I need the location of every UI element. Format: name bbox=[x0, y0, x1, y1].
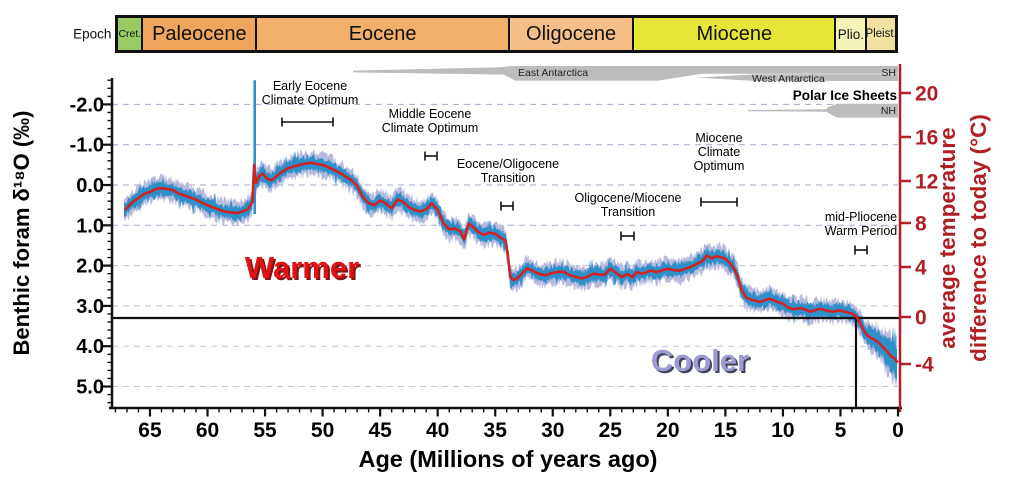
right-axis-tick-label: 12 bbox=[915, 171, 938, 194]
left-axis-tick-label: 2.0 bbox=[76, 256, 104, 278]
epoch-bar-caption: Epoch bbox=[73, 26, 112, 42]
annotation-eocene-oligocene-transition: Eocene/Oligocene Transition bbox=[456, 157, 560, 185]
left-axis-title: Benthic foram δ¹⁸O (‰) bbox=[9, 110, 34, 356]
right-axis-tick-label: 4 bbox=[915, 257, 927, 280]
epoch-bar: Cret. Paleocene Eocene Oligocene Miocene Plio… bbox=[115, 15, 898, 53]
epoch-segment-miocene: Miocene bbox=[632, 18, 835, 50]
epoch-segment-eocene: Eocene bbox=[255, 18, 508, 50]
x-axis-tick-label: 5 bbox=[835, 419, 847, 442]
left-axis-tick-label: 1.0 bbox=[76, 215, 104, 237]
x-axis-tick-label: 40 bbox=[426, 419, 449, 442]
x-axis-tick-label: 25 bbox=[599, 419, 623, 442]
x-axis-tick-label: 30 bbox=[541, 419, 564, 442]
east-antarctica-ice-label: East Antarctica bbox=[518, 66, 589, 79]
polar-ice-sheets-caption: Polar Ice Sheets bbox=[792, 87, 897, 103]
left-axis-tick-label: 0.0 bbox=[76, 175, 104, 197]
right-axis-tick-label: 8 bbox=[915, 213, 927, 236]
x-axis-tick-label: 65 bbox=[138, 419, 162, 442]
nh-ice-bar-tail bbox=[748, 109, 827, 112]
annotation-miocene-climate-optimum: Miocene Climate Optimum bbox=[693, 131, 745, 173]
right-axis-tick-label: 20 bbox=[915, 83, 938, 106]
x-axis-title: Age (Millions of years ago) bbox=[358, 446, 658, 472]
right-axis-tick-label: -4 bbox=[915, 354, 934, 377]
right-axis-tick-label: 0 bbox=[915, 307, 927, 330]
x-axis-tick-label: 0 bbox=[892, 419, 904, 442]
left-axis-tick-label: -1.0 bbox=[70, 135, 104, 157]
epoch-segment-cret: Cret. bbox=[118, 18, 142, 50]
west-antarctica-ice-bar bbox=[697, 74, 898, 81]
cooler-zone-label: Cooler bbox=[650, 343, 750, 378]
smoothed-d18o-line bbox=[123, 161, 899, 364]
southern-hemisphere-ice-label: SH bbox=[881, 66, 896, 79]
x-axis-tick-label: 55 bbox=[253, 419, 277, 442]
left-axis-tick-label: -2.0 bbox=[70, 94, 104, 116]
epoch-segment-pleist: Pleist. bbox=[865, 18, 895, 50]
west-antarctica-ice-label: West Antarctica bbox=[752, 72, 825, 85]
right-axis-title: average temperature difference to today … bbox=[932, 114, 994, 362]
left-axis-tick-label: 4.0 bbox=[76, 336, 104, 358]
left-axis-tick-label: 5.0 bbox=[76, 377, 104, 399]
right-axis-title-line1: average temperature bbox=[935, 127, 960, 349]
left-axis-tick-label: 3.0 bbox=[76, 296, 104, 318]
annotation-mid-pliocene-warm-period: mid-Pliocene Warm Period bbox=[824, 210, 898, 238]
epoch-segment-oligocene: Oligocene bbox=[507, 18, 633, 50]
x-axis-tick-label: 20 bbox=[656, 419, 679, 442]
northern-hemisphere-ice-label: NH bbox=[880, 105, 896, 117]
right-axis-tick-label: 16 bbox=[915, 127, 938, 150]
epoch-segment-plio: Plio. bbox=[834, 18, 866, 50]
x-axis-tick-label: 10 bbox=[771, 419, 794, 442]
epoch-segment-paleocene: Paleocene bbox=[141, 18, 256, 50]
annotation-middle-eocene-climate-optimum: Middle Eocene Climate Optimum bbox=[381, 107, 479, 135]
warmer-zone-label: Warmer bbox=[244, 250, 360, 285]
annotation-early-eocene-climate-optimum: Early Eocene Climate Optimum bbox=[261, 79, 359, 107]
east-antarctica-ice-bar bbox=[353, 66, 898, 81]
x-axis-tick-label: 45 bbox=[368, 419, 392, 442]
annotation-oligocene-miocene-transition: Oligocene/Miocene Transition bbox=[574, 191, 682, 219]
x-axis-tick-label: 50 bbox=[311, 419, 334, 442]
x-axis-tick-label: 15 bbox=[714, 419, 738, 442]
nh-ice-bar bbox=[827, 103, 898, 118]
right-axis-title-line2: difference to today (°C) bbox=[966, 114, 991, 362]
x-axis-tick-label: 60 bbox=[196, 419, 219, 442]
x-axis-tick-label: 35 bbox=[484, 419, 508, 442]
